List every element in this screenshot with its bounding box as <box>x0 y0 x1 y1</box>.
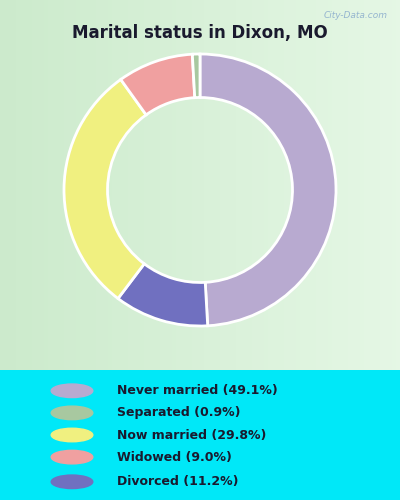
Wedge shape <box>64 80 146 298</box>
Text: Widowed (9.0%): Widowed (9.0%) <box>117 450 232 464</box>
Circle shape <box>51 450 93 464</box>
Wedge shape <box>121 54 195 115</box>
Circle shape <box>51 475 93 488</box>
Wedge shape <box>192 54 200 98</box>
Text: City-Data.com: City-Data.com <box>324 11 388 20</box>
Text: Now married (29.8%): Now married (29.8%) <box>117 428 266 442</box>
Text: Separated (0.9%): Separated (0.9%) <box>117 406 240 420</box>
Circle shape <box>51 406 93 419</box>
Text: Divorced (11.2%): Divorced (11.2%) <box>117 476 238 488</box>
Text: Marital status in Dixon, MO: Marital status in Dixon, MO <box>72 24 328 42</box>
Circle shape <box>51 384 93 398</box>
Wedge shape <box>200 54 336 326</box>
Circle shape <box>51 428 93 442</box>
Text: Never married (49.1%): Never married (49.1%) <box>117 384 278 398</box>
Wedge shape <box>118 264 208 326</box>
